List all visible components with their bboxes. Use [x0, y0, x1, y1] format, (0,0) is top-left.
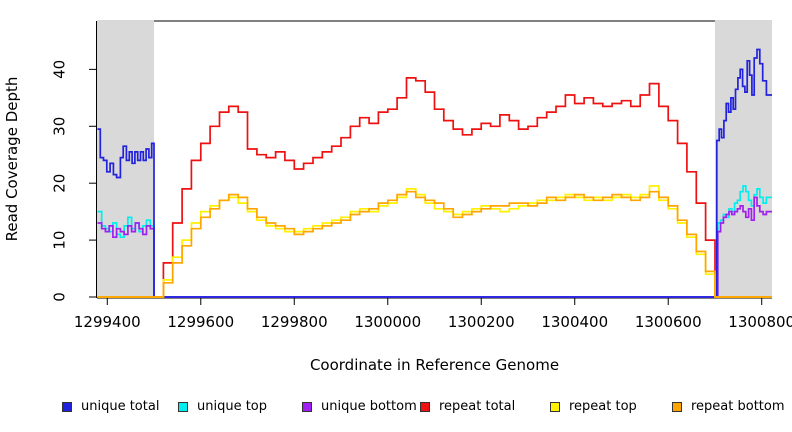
- legend-item-repeat-total: repeat total: [420, 399, 515, 415]
- legend-label: unique bottom: [321, 399, 417, 414]
- unique-region-left: [97, 20, 155, 298]
- unique-bottom-swatch-icon: [302, 402, 312, 412]
- legend-item-unique-bottom: unique bottom: [302, 399, 417, 415]
- repeat-total-swatch-icon: [420, 402, 430, 412]
- x-axis-tick-label: 1299600: [167, 313, 234, 331]
- y-axis-tick-label: 20: [51, 174, 69, 193]
- y-axis-tick-label: 10: [51, 231, 69, 250]
- series-line-repeat-bottom: [97, 190, 772, 298]
- legend-item-repeat-top: repeat top: [550, 399, 637, 415]
- legend-label: unique total: [81, 399, 160, 414]
- unique-total-swatch-icon: [62, 402, 72, 412]
- legend-item-unique-total: unique total: [62, 399, 159, 415]
- x-axis-tick-label: 1299400: [74, 313, 141, 331]
- y-axis-tick-label: 40: [51, 60, 69, 79]
- y-axis-title: Read Coverage Depth: [3, 77, 21, 242]
- legend-label: repeat bottom: [691, 399, 785, 414]
- unique-region-right: [714, 20, 772, 298]
- legend-label: unique top: [197, 399, 268, 414]
- series-line-unique-total: [97, 48, 772, 298]
- y-axis-tick-label: 30: [51, 117, 69, 136]
- legend-label: repeat total: [439, 399, 516, 414]
- series-line-unique-bottom: [97, 196, 772, 298]
- y-axis-tick-label: 0: [51, 292, 69, 302]
- x-axis-tick-label: 1300800: [728, 313, 792, 331]
- x-axis-tick-label: 1300000: [354, 313, 421, 331]
- legend-item-unique-top: unique top: [178, 399, 267, 415]
- x-axis-tick-label: 1300600: [635, 313, 702, 331]
- legend-label: repeat top: [569, 399, 637, 414]
- series-line-repeat-total: [97, 77, 772, 298]
- repeat-top-swatch-icon: [550, 402, 560, 412]
- repeat-bottom-swatch-icon: [672, 402, 682, 412]
- legend-item-repeat-bottom: repeat bottom: [672, 399, 785, 415]
- plot-legend: unique total unique top unique bottom re…: [0, 399, 792, 419]
- x-axis-tick-label: 1300200: [448, 313, 515, 331]
- x-axis-tick-label: 1300400: [541, 313, 608, 331]
- unique-top-swatch-icon: [178, 402, 188, 412]
- x-axis-tick-label: 1299800: [261, 313, 328, 331]
- x-axis-title: Coordinate in Reference Genome: [310, 356, 559, 374]
